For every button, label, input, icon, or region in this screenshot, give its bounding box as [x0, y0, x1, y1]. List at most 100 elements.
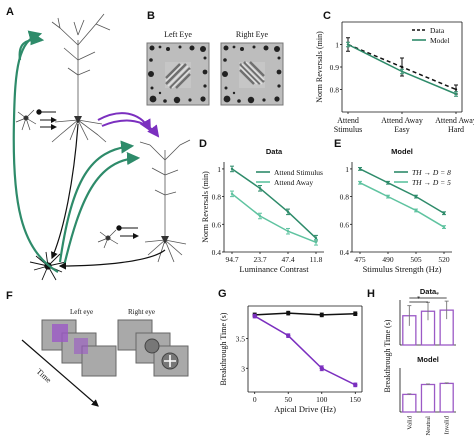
panel-label-a: A	[6, 6, 14, 18]
legend-label: TH → D = 8	[412, 168, 451, 177]
synapse-symbols-upper	[36, 109, 57, 130]
data-point	[258, 214, 262, 218]
panel-label-e: E	[334, 138, 342, 150]
legend-label: Data	[430, 26, 445, 35]
panel-label-g: G	[218, 288, 227, 300]
chart-h-data: Data* * Breakthrough Time (s)	[383, 287, 456, 392]
black-projection-back	[58, 249, 166, 270]
x-tick-label: Invalid	[444, 415, 451, 434]
x-tick-label: 505	[410, 255, 422, 264]
left-eye-stimulus	[146, 42, 210, 106]
data-point	[358, 167, 362, 171]
data-point	[230, 192, 234, 196]
chart-title: Model	[391, 147, 413, 156]
y-axis-label: Breakthrough Time (s)	[219, 312, 228, 385]
legend-label: TH → D = 5	[412, 178, 451, 187]
y-axis-label: Norm Reversals (min)	[201, 171, 210, 243]
chart-title: Model	[417, 355, 439, 364]
panel-label-h: H	[367, 288, 375, 300]
chart-title: Data	[420, 287, 437, 296]
x-tick-label: 475	[354, 255, 366, 264]
x-tick-label: 47.4	[281, 255, 294, 264]
x-axis-label: Stimulus Strength (Hz)	[363, 264, 442, 274]
series-line-1	[359, 182, 445, 228]
x-tick-label: Attend	[337, 116, 359, 125]
series-line-0	[231, 168, 317, 239]
right-eye-stimulus	[220, 42, 284, 106]
purple-projection-2	[101, 119, 160, 138]
f-right-eye-label: Right eye	[128, 308, 155, 316]
black-projection-down	[51, 123, 79, 260]
upper-soma	[74, 116, 82, 124]
x-tick-label: Neutral	[425, 416, 432, 436]
stimulus-pair: Left Eye Right Eye	[146, 30, 284, 106]
x-tick-label: 11.8	[310, 255, 323, 264]
y-tick-label: 1	[345, 165, 349, 174]
x-tick-label: Attend Away	[381, 116, 423, 125]
x-tick-label: 520	[438, 255, 450, 264]
data-point	[319, 366, 324, 371]
data-point	[286, 230, 290, 233]
data-point	[400, 70, 404, 73]
x-tick-label: 0	[253, 395, 257, 404]
interneuron-top	[15, 109, 37, 131]
bar	[402, 393, 417, 413]
x-tick-label: 150	[350, 395, 362, 404]
y-tick-label: 0.6	[212, 220, 222, 229]
series-line-0	[359, 168, 445, 214]
x-tick-label: Stimulus	[334, 125, 362, 134]
left-eye-frames	[41, 319, 117, 377]
data-point	[286, 310, 291, 316]
y-tick-label: 0.8	[212, 193, 222, 202]
x-tick-label: 490	[382, 255, 394, 264]
x-axis-label: Luminance Contrast	[239, 264, 309, 274]
y-tick-label: 1	[217, 165, 221, 174]
interneuron-bottom	[97, 229, 119, 249]
data-point	[353, 382, 358, 388]
x-tick-label: 94.7	[225, 255, 238, 264]
x-tick-label: Easy	[394, 125, 410, 134]
y-tick-label: 3.5	[236, 335, 246, 344]
data-point	[319, 312, 324, 318]
data-point	[386, 195, 390, 198]
legend-label: Model	[430, 36, 450, 45]
left-eye-label: Left Eye	[164, 30, 192, 39]
panel-label-c: C	[323, 10, 331, 22]
y-tick-label: 0.4	[340, 248, 350, 257]
significance-marker: *	[417, 295, 421, 303]
time-sequence: Left eye Right eye Time	[21, 308, 189, 407]
series-line-1	[231, 193, 317, 244]
x-tick-label: 23.7	[253, 255, 266, 264]
right-eye-frames	[117, 319, 189, 377]
data-point	[346, 43, 350, 46]
x-tick-label: Hard	[448, 125, 464, 134]
lower-soma	[161, 236, 169, 244]
panel-label-f: F	[6, 290, 13, 302]
data-point	[454, 88, 458, 91]
series-line-1	[254, 315, 356, 386]
y-tick-label: 0.8	[340, 193, 350, 202]
data-point	[400, 65, 404, 69]
y-tick-label: 0.4	[212, 248, 222, 257]
legend-label: Attend Stimulus	[274, 168, 323, 177]
data-point	[286, 333, 291, 338]
data-point	[353, 311, 358, 316]
data-point	[314, 241, 318, 244]
series-line-0	[254, 312, 356, 316]
y-axis-label: Breakthrough Time (s)	[383, 319, 392, 392]
x-axis-label: Apical Drive (Hz)	[274, 404, 336, 414]
data-point	[314, 236, 318, 240]
time-arrow	[21, 339, 99, 407]
data-point	[286, 210, 290, 214]
data-point	[442, 212, 446, 215]
time-label: Time	[35, 367, 54, 385]
bar	[439, 382, 454, 413]
f-left-eye-label: Left eye	[70, 308, 93, 316]
data-point	[414, 209, 418, 212]
x-tick-label: Valid	[406, 415, 413, 429]
legend-label: Attend Away	[274, 178, 313, 187]
chart-g: 3 3.5 0 50 100 150 Breakthrough Time (s) Apical…	[219, 305, 363, 414]
